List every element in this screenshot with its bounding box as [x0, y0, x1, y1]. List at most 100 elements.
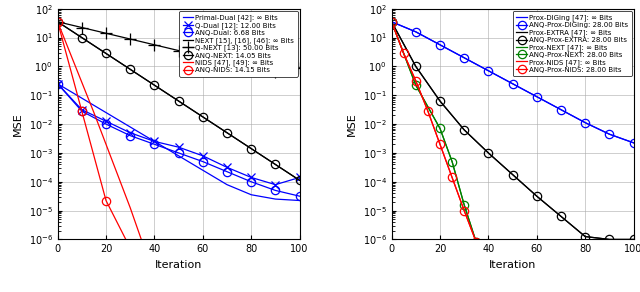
ANQ-Prox-DIGing: 28.00 Bits: (60, 0.0891): 28.00 Bits: (60, 0.0891)	[533, 95, 541, 98]
Prox-EXTRA [47]: ∞ Bits: (50, 0.000178): ∞ Bits: (50, 0.000178)	[509, 173, 516, 176]
ANQ-NEXT: 14.05 Bits: (30, 0.794): 14.05 Bits: (30, 0.794)	[126, 67, 134, 71]
Prox-NIDS [47]: ∞ Bits: (0, 35.5): ∞ Bits: (0, 35.5)	[388, 20, 396, 23]
Prox-NIDS [47]: ∞ Bits: (15, 0.0282): ∞ Bits: (15, 0.0282)	[424, 110, 432, 113]
Prox-DIGing [47]: ∞ Bits: (0, 35.5): ∞ Bits: (0, 35.5)	[388, 20, 396, 23]
NEXT [15], [16], [46]: ∞ Bits: (20, 2.82): ∞ Bits: (20, 2.82)	[102, 52, 110, 55]
Q-Dual [12]: 12.00 Bits: (90, 7.94e-05): 12.00 Bits: (90, 7.94e-05)	[271, 183, 279, 186]
ANQ-Dual: 6.68 Bits: (40, 0.002): 6.68 Bits: (40, 0.002)	[150, 142, 158, 146]
ANQ-NIDS: 14.15 Bits: (20, 2.24e-05): 14.15 Bits: (20, 2.24e-05)	[102, 199, 110, 202]
ANQ-Prox-EXTRA: 28.00 Bits: (50, 0.000178): 28.00 Bits: (50, 0.000178)	[509, 173, 516, 176]
NIDS [47], [49]: ∞ Bits: (15, 0.0251): ∞ Bits: (15, 0.0251)	[90, 111, 98, 114]
Prox-NIDS [47]: ∞ Bits: (40, 3.16e-07): ∞ Bits: (40, 3.16e-07)	[484, 252, 492, 256]
Prox-EXTRA [47]: ∞ Bits: (90, 1e-06): ∞ Bits: (90, 1e-06)	[605, 238, 613, 241]
ANQ-Prox-NIDS: 28.00 Bits: (20, 0.002): 28.00 Bits: (20, 0.002)	[436, 142, 444, 146]
Q-Dual [12]: 12.00 Bits: (0, 0.251): 12.00 Bits: (0, 0.251)	[54, 82, 61, 86]
Primal-Dual [42]: ∞ Bits: (50, 0.000794): ∞ Bits: (50, 0.000794)	[175, 154, 182, 158]
Prox-NEXT [47]: ∞ Bits: (20, 0.00708): ∞ Bits: (20, 0.00708)	[436, 127, 444, 130]
Q-Dual [12]: 12.00 Bits: (40, 0.00251): 12.00 Bits: (40, 0.00251)	[150, 140, 158, 143]
Q-Dual [12]: 12.00 Bits: (50, 0.00158): 12.00 Bits: (50, 0.00158)	[175, 145, 182, 149]
Line: Prox-DIGing [47]: ∞ Bits: Prox-DIGing [47]: ∞ Bits	[392, 22, 634, 143]
Prox-NIDS [47]: ∞ Bits: (30, 1e-05): ∞ Bits: (30, 1e-05)	[460, 209, 468, 212]
Legend: Prox-DIGing [47]: ∞ Bits, ANQ-Prox-DIGing: 28.00 Bits, Prox-EXTRA [47]: ∞ Bits, : Prox-DIGing [47]: ∞ Bits, ANQ-Prox-DIGin…	[513, 11, 632, 76]
ANQ-Prox-DIGing: 28.00 Bits: (90, 0.00447): 28.00 Bits: (90, 0.00447)	[605, 133, 613, 136]
ANQ-NEXT: 14.05 Bits: (0, 35.5): 14.05 Bits: (0, 35.5)	[54, 20, 61, 23]
ANQ-Dual: 6.68 Bits: (20, 0.01): 6.68 Bits: (20, 0.01)	[102, 122, 110, 126]
Prox-EXTRA [47]: ∞ Bits: (70, 6.31e-06): ∞ Bits: (70, 6.31e-06)	[557, 215, 565, 218]
ANQ-NEXT: 14.05 Bits: (40, 0.224): 14.05 Bits: (40, 0.224)	[150, 84, 158, 87]
ANQ-NIDS: 14.15 Bits: (0, 35.5): 14.15 Bits: (0, 35.5)	[54, 20, 61, 23]
ANQ-Prox-EXTRA: 28.00 Bits: (100, 1e-06): 28.00 Bits: (100, 1e-06)	[630, 238, 637, 241]
Line: ANQ-Prox-EXTRA: 28.00 Bits: ANQ-Prox-EXTRA: 28.00 Bits	[387, 18, 638, 244]
Line: ANQ-Prox-NIDS: 28.00 Bits: ANQ-Prox-NIDS: 28.00 Bits	[387, 18, 493, 258]
Prox-DIGing [47]: ∞ Bits: (50, 0.251): ∞ Bits: (50, 0.251)	[509, 82, 516, 86]
ANQ-Prox-NIDS: 28.00 Bits: (40, 3.16e-07): 28.00 Bits: (40, 3.16e-07)	[484, 252, 492, 256]
Q-Dual [12]: 12.00 Bits: (60, 0.000794): 12.00 Bits: (60, 0.000794)	[199, 154, 207, 158]
ANQ-Prox-NEXT: 28.00 Bits: (25, 0.000501): 28.00 Bits: (25, 0.000501)	[448, 160, 456, 163]
ANQ-Prox-DIGing: 28.00 Bits: (40, 0.708): 28.00 Bits: (40, 0.708)	[484, 69, 492, 72]
Prox-EXTRA [47]: ∞ Bits: (0, 35.5): ∞ Bits: (0, 35.5)	[388, 20, 396, 23]
NEXT [15], [16], [46]: ∞ Bits: (90, 0.000398): ∞ Bits: (90, 0.000398)	[271, 163, 279, 166]
NEXT [15], [16], [46]: ∞ Bits: (100, 0.000112): ∞ Bits: (100, 0.000112)	[296, 179, 303, 182]
Line: Primal-Dual [42]: ∞ Bits: Primal-Dual [42]: ∞ Bits	[58, 84, 300, 201]
ANQ-Prox-EXTRA: 28.00 Bits: (30, 0.00631): 28.00 Bits: (30, 0.00631)	[460, 128, 468, 132]
Prox-NIDS [47]: ∞ Bits: (20, 0.002): ∞ Bits: (20, 0.002)	[436, 142, 444, 146]
NEXT [15], [16], [46]: ∞ Bits: (50, 0.0631): ∞ Bits: (50, 0.0631)	[175, 99, 182, 103]
Prox-NEXT [47]: ∞ Bits: (10, 0.224): ∞ Bits: (10, 0.224)	[412, 84, 420, 87]
Prox-DIGing [47]: ∞ Bits: (20, 5.62): ∞ Bits: (20, 5.62)	[436, 43, 444, 46]
ANQ-Prox-NIDS: 28.00 Bits: (25, 0.000141): 28.00 Bits: (25, 0.000141)	[448, 176, 456, 179]
Line: NEXT [15], [16], [46]: ∞ Bits: NEXT [15], [16], [46]: ∞ Bits	[58, 22, 300, 180]
ANQ-Prox-EXTRA: 28.00 Bits: (60, 3.16e-05): 28.00 Bits: (60, 3.16e-05)	[533, 194, 541, 198]
Line: ANQ-Prox-DIGing: 28.00 Bits: ANQ-Prox-DIGing: 28.00 Bits	[387, 18, 638, 147]
ANQ-Prox-EXTRA: 28.00 Bits: (20, 0.0631): 28.00 Bits: (20, 0.0631)	[436, 99, 444, 103]
X-axis label: Iteration: Iteration	[489, 260, 536, 270]
ANQ-Dual: 6.68 Bits: (30, 0.00398): 6.68 Bits: (30, 0.00398)	[126, 134, 134, 138]
ANQ-Prox-DIGing: 28.00 Bits: (20, 5.62): 28.00 Bits: (20, 5.62)	[436, 43, 444, 46]
Line: Q-Dual [12]: 12.00 Bits: Q-Dual [12]: 12.00 Bits	[53, 79, 304, 189]
ANQ-Prox-DIGing: 28.00 Bits: (70, 0.0316): 28.00 Bits: (70, 0.0316)	[557, 108, 565, 112]
NIDS [47], [49]: ∞ Bits: (0, 35.5): ∞ Bits: (0, 35.5)	[54, 20, 61, 23]
NIDS [47], [49]: ∞ Bits: (30, 1.26e-05): ∞ Bits: (30, 1.26e-05)	[126, 206, 134, 209]
ANQ-Prox-DIGing: 28.00 Bits: (30, 2): 28.00 Bits: (30, 2)	[460, 56, 468, 60]
Prox-NIDS [47]: ∞ Bits: (5, 2.82): ∞ Bits: (5, 2.82)	[400, 52, 408, 55]
Prox-DIGing [47]: ∞ Bits: (70, 0.0316): ∞ Bits: (70, 0.0316)	[557, 108, 565, 112]
Prox-EXTRA [47]: ∞ Bits: (40, 0.001): ∞ Bits: (40, 0.001)	[484, 151, 492, 155]
Q-NEXT [13]: 50.00 Bits: (30, 8.91): 50.00 Bits: (30, 8.91)	[126, 37, 134, 41]
NEXT [15], [16], [46]: ∞ Bits: (70, 0.00501): ∞ Bits: (70, 0.00501)	[223, 131, 231, 135]
Primal-Dual [42]: ∞ Bits: (70, 7.94e-05): ∞ Bits: (70, 7.94e-05)	[223, 183, 231, 186]
Prox-EXTRA [47]: ∞ Bits: (30, 0.00631): ∞ Bits: (30, 0.00631)	[460, 128, 468, 132]
ANQ-Prox-EXTRA: 28.00 Bits: (70, 6.31e-06): 28.00 Bits: (70, 6.31e-06)	[557, 215, 565, 218]
Prox-EXTRA [47]: ∞ Bits: (20, 0.0631): ∞ Bits: (20, 0.0631)	[436, 99, 444, 103]
ANQ-NEXT: 14.05 Bits: (80, 0.00141): 14.05 Bits: (80, 0.00141)	[248, 147, 255, 150]
Q-NEXT [13]: 50.00 Bits: (40, 5.62): 50.00 Bits: (40, 5.62)	[150, 43, 158, 46]
ANQ-Dual: 6.68 Bits: (90, 5.01e-05): 6.68 Bits: (90, 5.01e-05)	[271, 189, 279, 192]
ANQ-Prox-NEXT: 28.00 Bits: (10, 0.224): 28.00 Bits: (10, 0.224)	[412, 84, 420, 87]
ANQ-Prox-EXTRA: 28.00 Bits: (10, 1): 28.00 Bits: (10, 1)	[412, 65, 420, 68]
Q-NEXT [13]: 50.00 Bits: (10, 22.4): 50.00 Bits: (10, 22.4)	[78, 26, 86, 29]
Prox-DIGing [47]: ∞ Bits: (30, 2): ∞ Bits: (30, 2)	[460, 56, 468, 60]
Y-axis label: MSE: MSE	[13, 112, 23, 136]
ANQ-Prox-EXTRA: 28.00 Bits: (80, 1.26e-06): 28.00 Bits: (80, 1.26e-06)	[581, 235, 589, 238]
Q-NEXT [13]: 50.00 Bits: (20, 14.1): 50.00 Bits: (20, 14.1)	[102, 32, 110, 35]
Prox-NIDS [47]: ∞ Bits: (10, 0.316): ∞ Bits: (10, 0.316)	[412, 79, 420, 83]
Q-Dual [12]: 12.00 Bits: (80, 0.000141): 12.00 Bits: (80, 0.000141)	[248, 176, 255, 179]
Prox-NEXT [47]: ∞ Bits: (0, 35.5): ∞ Bits: (0, 35.5)	[388, 20, 396, 23]
ANQ-NEXT: 14.05 Bits: (100, 0.000112): 14.05 Bits: (100, 0.000112)	[296, 179, 303, 182]
Prox-DIGing [47]: ∞ Bits: (10, 15.8): ∞ Bits: (10, 15.8)	[412, 30, 420, 34]
NEXT [15], [16], [46]: ∞ Bits: (0, 35.5): ∞ Bits: (0, 35.5)	[54, 20, 61, 23]
Primal-Dual [42]: ∞ Bits: (90, 2.51e-05): ∞ Bits: (90, 2.51e-05)	[271, 197, 279, 201]
ANQ-Prox-EXTRA: 28.00 Bits: (90, 1e-06): 28.00 Bits: (90, 1e-06)	[605, 238, 613, 241]
Q-Dual [12]: 12.00 Bits: (20, 0.0126): 12.00 Bits: (20, 0.0126)	[102, 119, 110, 123]
Prox-NIDS [47]: ∞ Bits: (35, 7.94e-07): ∞ Bits: (35, 7.94e-07)	[472, 241, 480, 244]
Line: Prox-EXTRA [47]: ∞ Bits: Prox-EXTRA [47]: ∞ Bits	[392, 22, 634, 239]
Q-NEXT [13]: 50.00 Bits: (100, 0.891): 50.00 Bits: (100, 0.891)	[296, 66, 303, 69]
ANQ-Prox-DIGing: 28.00 Bits: (80, 0.0112): 28.00 Bits: (80, 0.0112)	[581, 121, 589, 124]
ANQ-Dual: 6.68 Bits: (50, 0.001): 6.68 Bits: (50, 0.001)	[175, 151, 182, 155]
ANQ-NEXT: 14.05 Bits: (90, 0.000398): 14.05 Bits: (90, 0.000398)	[271, 163, 279, 166]
Q-Dual [12]: 12.00 Bits: (100, 0.000141): 12.00 Bits: (100, 0.000141)	[296, 176, 303, 179]
Q-NEXT [13]: 50.00 Bits: (80, 0.891): 50.00 Bits: (80, 0.891)	[248, 66, 255, 69]
Legend: Primal-Dual [42]: ∞ Bits, Q-Dual [12]: 12.00 Bits, ANQ-Dual: 6.68 Bits, NEXT [15: Primal-Dual [42]: ∞ Bits, Q-Dual [12]: 1…	[179, 11, 298, 77]
Line: Prox-NEXT [47]: ∞ Bits: Prox-NEXT [47]: ∞ Bits	[392, 22, 476, 242]
ANQ-NIDS: 14.15 Bits: (10, 0.0282): 14.15 Bits: (10, 0.0282)	[78, 110, 86, 113]
Primal-Dual [42]: ∞ Bits: (30, 0.00794): ∞ Bits: (30, 0.00794)	[126, 125, 134, 129]
NEXT [15], [16], [46]: ∞ Bits: (30, 0.794): ∞ Bits: (30, 0.794)	[126, 67, 134, 71]
